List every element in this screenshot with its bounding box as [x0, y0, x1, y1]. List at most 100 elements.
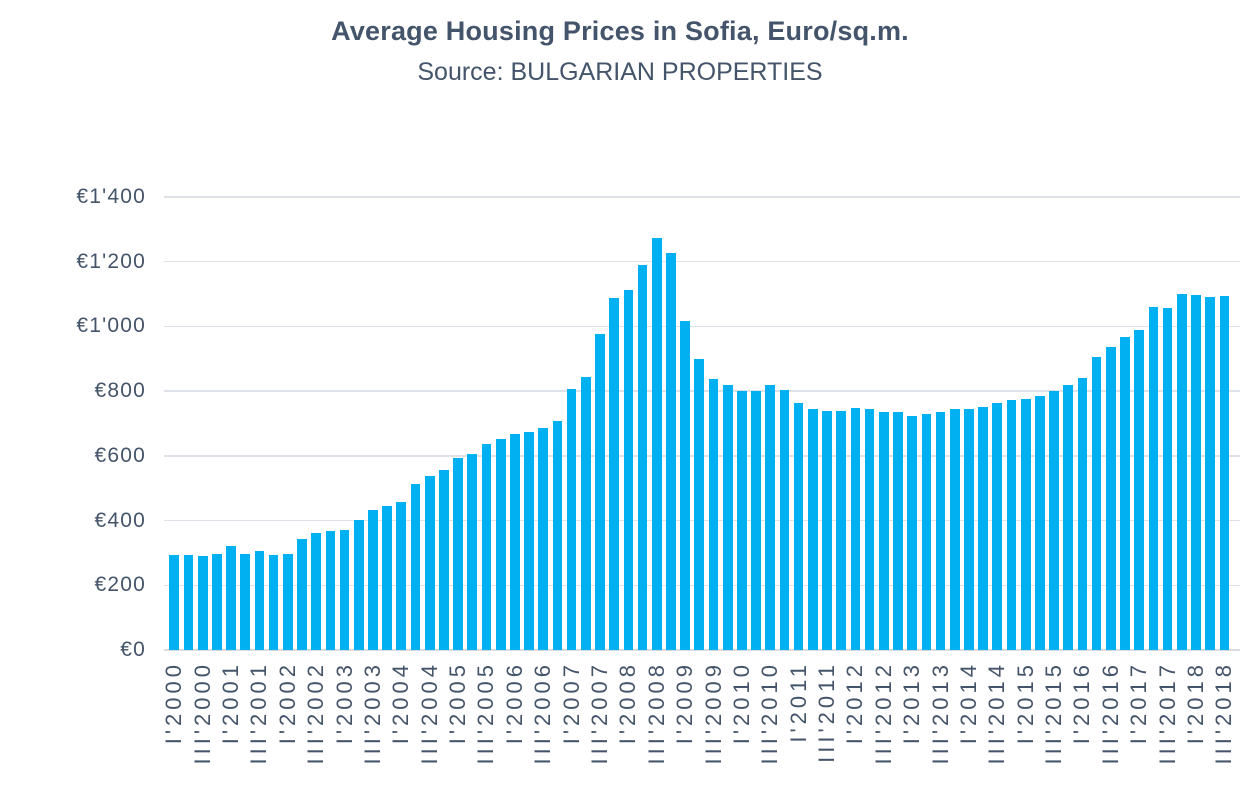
chart-subtitle: Source: BULGARIAN PROPERTIES — [417, 58, 823, 86]
bar — [268, 554, 279, 650]
bar — [282, 553, 293, 650]
bar — [921, 414, 932, 650]
bar — [609, 297, 620, 650]
bar — [495, 438, 506, 650]
x-axis-tick-label: I'2006 — [501, 661, 527, 745]
x-axis-tick-label: III'2006 — [530, 661, 556, 765]
bar — [1120, 337, 1130, 650]
bar — [666, 253, 676, 650]
bar — [1176, 294, 1187, 650]
bar — [637, 264, 648, 650]
x-axis-tick-label: III'2007 — [587, 661, 612, 765]
y-axis-tick-label: €200 — [94, 573, 146, 597]
y-axis-tick-label: €0 — [120, 638, 146, 661]
bar — [183, 554, 194, 650]
x-axis-tick-label: III'2004 — [416, 661, 442, 765]
bar — [552, 420, 563, 650]
x-axis-tick-label: I'2007 — [558, 661, 584, 745]
bar — [864, 408, 875, 650]
x-axis-tick-label: III'2000 — [189, 661, 215, 765]
x-axis-tick-label: I'2008 — [615, 661, 641, 745]
bar — [453, 458, 463, 650]
bar — [680, 320, 690, 650]
x-axis-tick-label: I'2002 — [274, 661, 300, 745]
bar — [566, 389, 577, 650]
y-axis-tick-label: €1'400 — [76, 185, 146, 208]
bar — [737, 390, 747, 650]
bar — [765, 385, 776, 650]
bar — [722, 385, 733, 650]
bar — [949, 408, 960, 650]
bar — [212, 553, 222, 650]
bar — [240, 554, 251, 650]
bar — [623, 289, 634, 650]
bar — [396, 501, 407, 650]
x-axis-tick-label: III'2001 — [246, 661, 272, 765]
x-axis-tick-label: I'2012 — [842, 661, 868, 745]
bar — [410, 484, 421, 650]
bar — [1091, 357, 1102, 650]
gridline — [164, 260, 1240, 263]
y-axis-tick-label: €800 — [94, 379, 146, 403]
y-axis-tick-label: €1'200 — [76, 249, 146, 273]
x-axis-tick-label: III'2010 — [757, 661, 783, 765]
bar — [538, 428, 549, 650]
x-axis-tick-label: III'2005 — [473, 661, 499, 765]
x-axis-tick-label: I'2011 — [785, 661, 811, 743]
bar — [878, 412, 889, 650]
bar — [907, 415, 918, 650]
x-axis-tick-label: III'2008 — [643, 661, 669, 765]
bar — [822, 410, 832, 650]
x-axis-tick-label: I'2010 — [728, 661, 754, 745]
bar — [751, 391, 761, 650]
gridline — [164, 196, 1240, 198]
bar — [297, 538, 307, 650]
x-axis-tick-label: I'2015 — [1012, 661, 1038, 745]
bar — [382, 506, 392, 650]
y-axis-tick-label: €600 — [94, 443, 146, 467]
bar — [836, 410, 847, 650]
x-axis-tick-label: I'2009 — [672, 661, 698, 745]
bar — [779, 389, 790, 650]
x-axis-tick-label: III'2017 — [1154, 661, 1180, 765]
x-axis-tick-label: I'2013 — [899, 661, 925, 745]
bar — [964, 408, 974, 650]
bar — [1148, 307, 1159, 650]
x-axis-tick-label: III'2012 — [870, 661, 896, 765]
bar — [254, 550, 265, 650]
x-axis-line — [164, 649, 1240, 651]
bar — [1205, 296, 1215, 650]
bar — [1020, 398, 1031, 650]
x-axis-tick-label: I'2004 — [388, 661, 414, 745]
bar — [978, 406, 988, 650]
bar — [935, 411, 946, 650]
bar — [1077, 377, 1088, 650]
bar — [169, 554, 180, 650]
bar — [311, 533, 322, 650]
bar — [325, 531, 336, 650]
y-axis-tick-label: €1'000 — [76, 314, 146, 338]
x-axis-tick-label: III'2011 — [814, 661, 840, 763]
gridline — [164, 325, 1240, 328]
bar — [1219, 296, 1230, 650]
bar — [1191, 295, 1201, 650]
x-axis-tick-label: I'2000 — [161, 661, 187, 745]
x-axis-tick-label: III'2002 — [303, 661, 329, 765]
x-axis-tick-label: I'2003 — [331, 661, 357, 745]
x-axis-tick-label: III'2009 — [700, 661, 726, 765]
x-axis-tick-label: I'2016 — [1069, 661, 1095, 745]
x-axis-tick-label: I'2017 — [1126, 661, 1152, 745]
bar — [197, 556, 208, 650]
bar — [439, 469, 449, 650]
bar — [793, 403, 804, 650]
x-axis-tick-label: I'2005 — [445, 661, 471, 745]
bar — [1035, 395, 1045, 650]
bar — [226, 546, 236, 650]
bar — [1105, 347, 1116, 650]
bar — [1134, 330, 1145, 650]
chart-title: Average Housing Prices in Sofia, Euro/sq… — [331, 16, 909, 46]
x-axis-tick-label: III'2013 — [927, 661, 953, 765]
bar — [424, 475, 435, 650]
